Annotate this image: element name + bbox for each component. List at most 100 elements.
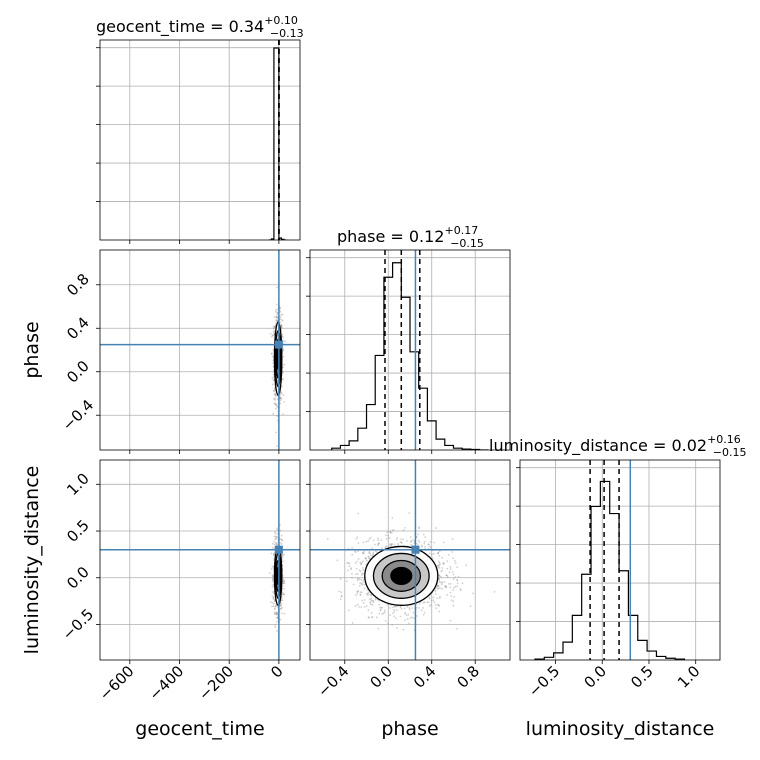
sample-point — [350, 568, 352, 571]
sample-point — [283, 612, 286, 615]
sample-point — [367, 556, 370, 559]
sample-point — [384, 546, 387, 549]
sample-point — [438, 560, 440, 563]
sample-point — [365, 540, 368, 543]
sample-point — [272, 334, 275, 337]
hist-panel-phase — [306, 249, 511, 454]
sample-point — [385, 534, 387, 537]
sample-point — [282, 560, 284, 562]
sample-point — [346, 561, 349, 564]
sample-point — [395, 605, 397, 608]
sample-point — [351, 546, 354, 549]
sample-point — [437, 587, 440, 590]
sample-point — [271, 335, 273, 338]
y-axis-label-phase: phase — [21, 321, 43, 378]
sample-point — [418, 526, 421, 529]
sample-point — [280, 325, 283, 328]
sample-point — [272, 348, 275, 351]
sample-point — [374, 543, 377, 546]
sample-point — [356, 592, 359, 595]
sample-point — [273, 316, 276, 318]
sample-point — [276, 536, 279, 539]
sample-point — [280, 607, 282, 610]
sample-point — [282, 580, 285, 583]
sample-point — [272, 552, 275, 555]
sample-point — [271, 576, 274, 579]
sample-point — [359, 570, 362, 573]
sample-point — [367, 592, 369, 595]
sample-point — [445, 574, 448, 577]
sample-point — [271, 595, 274, 598]
sample-point — [361, 583, 364, 586]
sample-point — [281, 553, 284, 556]
sample-point — [438, 610, 441, 613]
sample-point — [360, 563, 363, 566]
sample-point — [406, 605, 409, 608]
sample-point — [281, 591, 284, 594]
sample-point — [389, 543, 392, 546]
sample-point — [347, 569, 349, 572]
sample-point — [280, 318, 283, 321]
sample-point — [369, 554, 372, 557]
sample-point — [272, 580, 274, 582]
sample-point — [281, 556, 284, 559]
sample-point — [371, 600, 374, 602]
sample-point — [361, 551, 364, 554]
sample-point — [363, 599, 366, 601]
sample-point — [275, 308, 278, 311]
sample-point — [276, 630, 279, 632]
sample-point — [279, 397, 282, 399]
sample-point — [365, 592, 368, 595]
sample-point — [402, 529, 405, 532]
sample-point — [364, 557, 367, 560]
sample-point — [439, 587, 441, 590]
sample-point — [434, 593, 437, 596]
sample-point — [275, 403, 277, 406]
sample-point — [359, 591, 362, 594]
sample-point — [457, 575, 460, 578]
sample-point — [438, 575, 441, 577]
panel-border-geocent_time-phase — [99, 249, 301, 451]
sample-point — [422, 606, 425, 609]
sample-point — [418, 602, 421, 605]
sample-point — [362, 569, 364, 571]
sample-point — [395, 538, 398, 541]
sample-point — [273, 402, 276, 405]
sample-point — [436, 603, 439, 606]
sample-point — [381, 606, 383, 609]
sample-point — [276, 286, 279, 289]
sample-point — [338, 590, 341, 593]
sample-point — [441, 569, 444, 572]
sample-point — [454, 562, 457, 564]
sample-point — [351, 576, 353, 579]
sample-point — [378, 603, 381, 606]
sample-point — [275, 445, 278, 448]
sample-point — [409, 617, 412, 619]
sample-point — [270, 352, 273, 355]
sample-point — [456, 579, 458, 582]
sample-point — [360, 579, 363, 581]
sample-point — [449, 566, 452, 568]
sample-point — [359, 593, 362, 596]
sample-point — [368, 550, 371, 553]
sample-point — [358, 578, 361, 581]
sample-point — [271, 565, 274, 568]
sample-point — [272, 598, 275, 600]
sample-point — [369, 536, 372, 539]
sample-point — [438, 597, 441, 599]
sample-point — [439, 581, 441, 584]
sample-point — [393, 610, 396, 613]
sample-point — [282, 366, 284, 369]
sample-point — [281, 539, 284, 542]
sample-point — [282, 582, 285, 585]
sample-point — [276, 406, 279, 408]
sample-point — [412, 617, 415, 620]
sample-point — [438, 578, 440, 581]
sample-point — [275, 605, 278, 607]
sample-point — [273, 326, 276, 329]
sample-point — [365, 605, 368, 607]
sample-point — [279, 402, 281, 405]
sample-point — [354, 551, 357, 554]
sample-point — [367, 591, 370, 594]
sample-point — [410, 543, 412, 546]
